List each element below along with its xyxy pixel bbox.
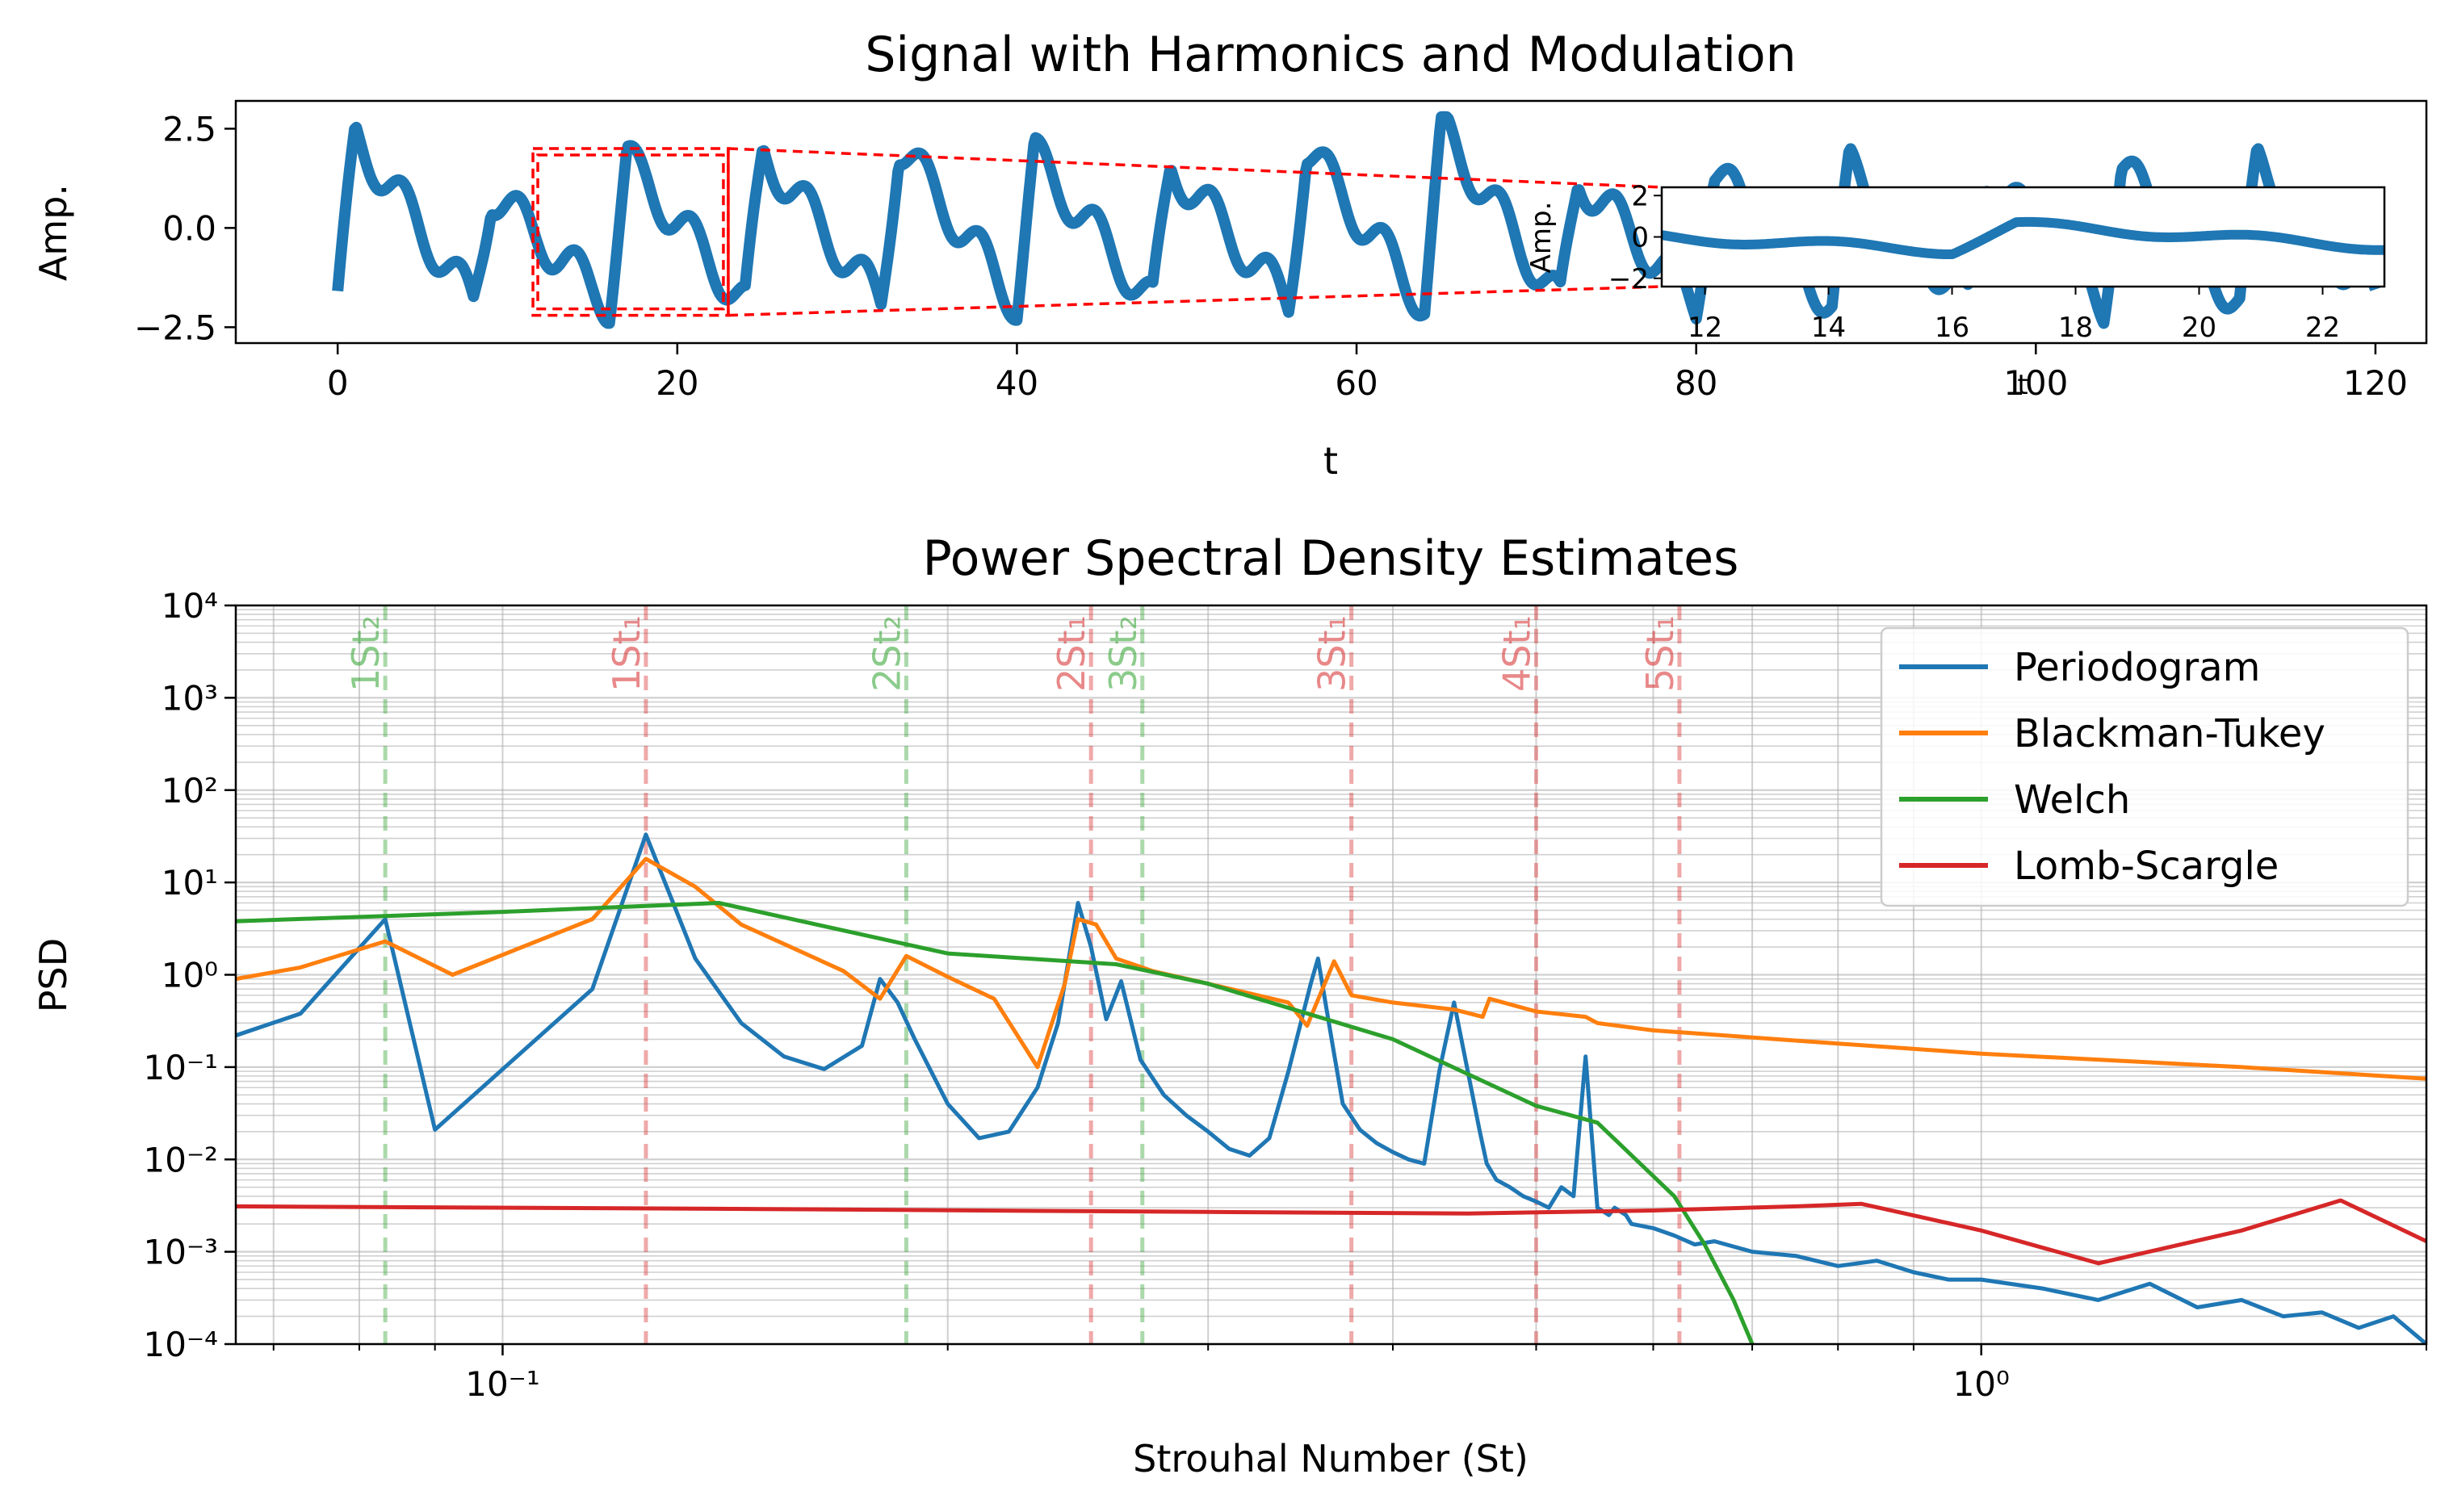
psd-series-line [236, 901, 1755, 1344]
psd-x-tick-label: 10⁻¹ [465, 1364, 539, 1404]
psd-axes-frame [234, 604, 2428, 1346]
bottom-chart-title: Power Spectral Density Estimates [923, 530, 1739, 587]
legend: Periodogram Blackman-Tukey Welch Lomb-Scarg… [1880, 626, 2409, 907]
top-y-label: Amp. [31, 184, 75, 281]
psd-y-tick-label: 10⁻³ [144, 1233, 218, 1272]
legend-label: Blackman-Tukey [2014, 711, 2325, 756]
inset-signal-line [1662, 216, 2384, 259]
reference-line-label: 3St₁ [1310, 615, 1354, 692]
inset-frame [1660, 186, 2386, 288]
reference-line-label: 2St₂ [865, 615, 908, 692]
psd-series-line [236, 832, 2426, 1344]
top-x-tick-label: 80 [1675, 363, 1717, 403]
top-chart-title: Signal with Harmonics and Modulation [865, 27, 1796, 83]
psd-y-tick-label: 10² [161, 771, 218, 810]
top-x-tick-label: 20 [656, 363, 698, 403]
psd-y-tick-label: 10⁻¹ [144, 1048, 218, 1087]
harmonic-reference-lines: 1St₂ 1St₁ 2St₂ 2St₁ 3St₂ 3St₁ 4St₁ 5St₁ [344, 605, 1682, 1344]
inset-x-tick-label: 18 [2058, 312, 2093, 344]
legend-box [1880, 626, 2409, 907]
psd-y-tick-label: 10³ [161, 678, 218, 718]
top-y-tick-label: −2.5 [134, 308, 216, 347]
legend-label: Welch [2014, 777, 2130, 823]
reference-line-label: 3St₂ [1101, 615, 1145, 692]
psd-series-line [236, 857, 2426, 1081]
zoom-connector-bottom [728, 285, 1663, 317]
legend-label: Periodogram [2014, 645, 2260, 690]
inset-x-tick-label: 20 [2182, 312, 2216, 344]
inset-y-tick-label: −2 [1608, 263, 1649, 295]
top-x-tick-label: 100 [2003, 363, 2068, 403]
zoom-connector-top [728, 147, 1663, 189]
inset-x-tick-label: 12 [1688, 312, 1722, 344]
psd-y-tick-label: 10⁰ [161, 956, 218, 995]
reference-line-label: 1St₁ [605, 615, 648, 692]
top-x-tick-label: 0 [327, 363, 349, 403]
legend-label: Lomb-Scargle [2014, 844, 2279, 889]
psd-y-tick-label: 10⁻² [144, 1140, 218, 1179]
psd-y-tick-label: 10⁴ [161, 586, 218, 626]
reference-line-label: 4St₁ [1495, 615, 1538, 692]
top-y-tick-label: 2.5 [162, 109, 216, 149]
psd-axis-ticks: 10⁻¹ 10⁰ 10⁴ 10³ 10² 10¹ 10⁰ 10⁻¹ 10⁻² 10⁻³ 10⁻⁴ [144, 586, 2427, 1404]
inset-x-tick-label: 22 [2305, 312, 2340, 344]
inset-y-tick-label: 0 [1631, 222, 1649, 254]
reference-line-label: 5St₁ [1638, 615, 1682, 692]
reference-line-label: 2St₁ [1050, 615, 1093, 692]
time-series-panel: Signal with Harmonics and Modulation 0 20… [31, 27, 2428, 483]
reference-line-label: 1St₂ [344, 615, 388, 692]
top-axes-frame [234, 99, 2428, 345]
inset-y-label: Amp. [1525, 202, 1558, 274]
top-x-tick-label: 120 [2343, 363, 2408, 403]
inset-y-tick-label: 2 [1631, 180, 1649, 212]
psd-y-tick-label: 10¹ [161, 863, 218, 903]
top-x-tick-label: 40 [996, 363, 1038, 403]
bottom-y-label: PSD [31, 938, 75, 1012]
psd-y-tick-label: 10⁻⁴ [144, 1325, 218, 1364]
top-x-label: t [1323, 439, 1338, 483]
psd-series [236, 832, 2426, 1344]
top-x-tick-label: 60 [1335, 363, 1378, 403]
zoom-indicator [531, 147, 1663, 317]
bottom-x-label: Strouhal Number (St) [1133, 1437, 1529, 1481]
psd-panel: Power Spectral Density Estimates 1St₂ 1St… [31, 530, 2428, 1481]
psd-series-line [236, 1198, 2426, 1266]
inset-x-tick-label: 16 [1935, 312, 1969, 344]
psd-grid [236, 604, 2427, 1346]
inset-x-tick-label: 14 [1811, 312, 1846, 344]
top-y-tick-label: 0.0 [162, 208, 216, 248]
inset-x-label: t [2017, 369, 2028, 401]
zoom-box-inner [536, 153, 725, 311]
psd-x-tick-label: 10⁰ [1953, 1364, 2010, 1404]
